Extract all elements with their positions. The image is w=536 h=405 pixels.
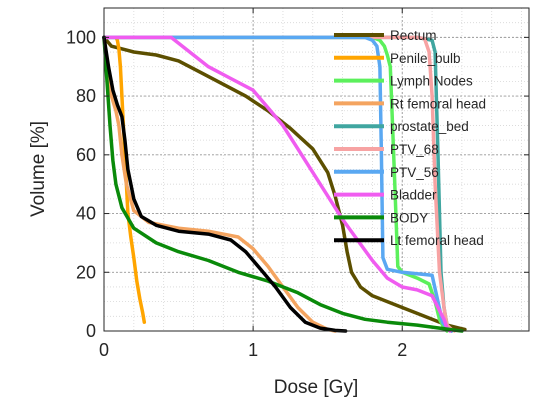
plot-frame xyxy=(103,7,530,332)
series-line-ptv-68 xyxy=(102,35,457,333)
series-line-lt-femoral-head xyxy=(102,35,348,333)
legend-entry: Lt femoral head xyxy=(390,233,484,248)
x-tick-label: 2 xyxy=(397,340,407,360)
y-tick-label: 20 xyxy=(76,262,96,282)
y-tick-label: 40 xyxy=(76,204,96,224)
series-line-ptv-56 xyxy=(102,35,454,333)
legend: Rectum Penile_bulb Lymph Nodes Rt femoral h… xyxy=(334,28,486,248)
y-axis-label: Volume [%] xyxy=(28,121,49,217)
x-tick-label: 0 xyxy=(99,340,109,360)
legend-entry: BODY xyxy=(390,210,428,225)
legend-entry: Bladder xyxy=(390,188,437,203)
legend-entry: prostate_bed xyxy=(390,119,469,134)
x-tick-label: 1 xyxy=(248,340,258,360)
legend-entry: Lymph Nodes xyxy=(390,74,473,89)
y-tick-label: 80 xyxy=(76,86,96,106)
y-tick-label: 0 xyxy=(86,321,96,341)
legend-entry: PTV_68 xyxy=(390,142,439,157)
legend-entry: Rt femoral head xyxy=(390,96,486,111)
series-line-lymph-nodes xyxy=(102,35,449,333)
x-axis-label: Dose [Gy] xyxy=(274,377,358,398)
series-line-bladder xyxy=(102,35,452,333)
y-tick-label: 100 xyxy=(66,27,96,47)
series-line-rt-femoral-head xyxy=(102,35,337,333)
y-tick-label: 60 xyxy=(76,145,96,165)
series-line-body xyxy=(102,35,464,333)
series-layer xyxy=(102,35,467,333)
legend-entry: Penile_bulb xyxy=(390,51,461,66)
axis-ticks xyxy=(103,8,529,332)
legend-entry: Rectum xyxy=(390,28,437,43)
legend-entry: PTV_56 xyxy=(390,165,439,180)
